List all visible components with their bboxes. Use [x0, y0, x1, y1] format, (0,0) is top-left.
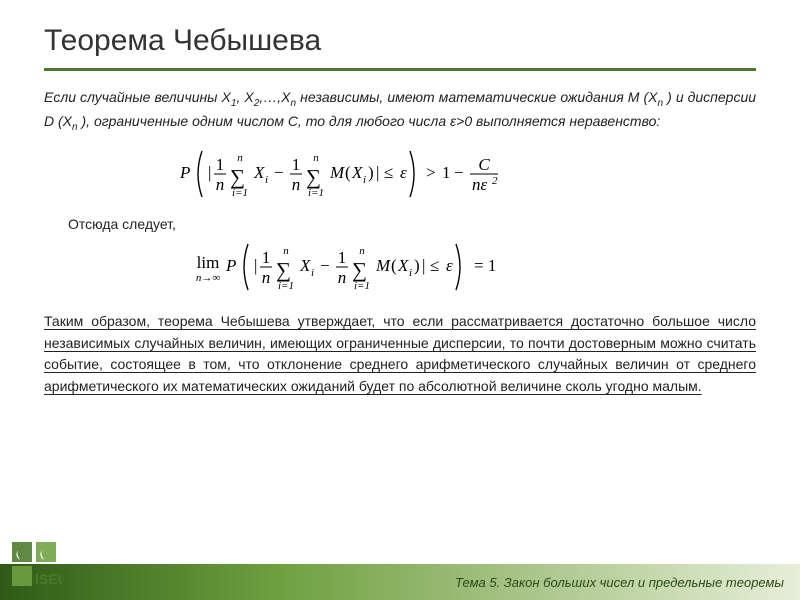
svg-text:∑: ∑ [230, 165, 245, 189]
svg-text:i: i [363, 174, 366, 186]
svg-text:X: X [299, 256, 311, 275]
svg-text:n: n [338, 268, 347, 287]
svg-text:|: | [422, 256, 425, 275]
intro-seg: ,…,X [259, 89, 290, 105]
svg-text:i: i [311, 267, 314, 279]
svg-text:(: ( [345, 163, 351, 182]
follows-text: Отсюда следует, [68, 216, 756, 232]
formula-svg-1: P|1nn∑i=1Xi−1nn∑i=1M(Xi)|≤ε>1−Cnε2 [176, 145, 624, 203]
svg-text:M: M [329, 163, 345, 182]
svg-text:ε: ε [446, 256, 453, 275]
logo-svg: ISEU [10, 540, 62, 592]
footer-bar: Тема 5. Закон больших чисел и предельные… [0, 564, 800, 600]
svg-text:): ) [368, 163, 374, 182]
formula-2: limn→∞P|1nn∑i=1Xi−1nn∑i=1M(Xi)|≤ε= 1 [44, 238, 756, 301]
slide-title: Теорема Чебышева [44, 24, 756, 58]
svg-text:1: 1 [216, 155, 225, 174]
footer-text: Тема 5. Закон больших чисел и предельные… [455, 575, 784, 590]
svg-text:>: > [426, 163, 436, 182]
svg-text:−: − [274, 163, 284, 182]
svg-text:ε: ε [400, 163, 407, 182]
svg-text:1: 1 [442, 163, 451, 182]
svg-text:−: − [454, 163, 464, 182]
conclusion-text: Таким образом, теорема Чебышева утвержда… [44, 311, 756, 398]
svg-text:i=1: i=1 [278, 280, 294, 292]
svg-text:X: X [351, 163, 363, 182]
logo-text: ISEU [35, 571, 62, 587]
svg-text:∑: ∑ [352, 258, 367, 282]
svg-text:): ) [414, 256, 420, 275]
svg-text:n: n [283, 245, 289, 257]
svg-text:n→∞: n→∞ [196, 272, 221, 284]
intro-seg: Если случайные величины X [44, 89, 231, 105]
footer-gradient: Тема 5. Закон больших чисел и предельные… [0, 564, 800, 600]
svg-text:n: n [313, 152, 319, 164]
svg-text:n: n [216, 175, 225, 194]
svg-text:|: | [376, 163, 379, 182]
svg-text:−: − [320, 256, 330, 275]
formula-svg-2: limn→∞P|1nn∑i=1Xi−1nn∑i=1M(Xi)|≤ε= 1 [190, 238, 610, 296]
svg-text:∑: ∑ [306, 165, 321, 189]
svg-text:(: ( [391, 256, 397, 275]
svg-text:∑: ∑ [276, 258, 291, 282]
svg-text:X: X [397, 256, 409, 275]
svg-text:X: X [253, 163, 265, 182]
svg-text:1: 1 [338, 248, 347, 267]
svg-text:1: 1 [262, 248, 271, 267]
intro-text: Если случайные величины X1, X2,…,Xn неза… [44, 87, 756, 135]
svg-text:P: P [179, 163, 190, 182]
intro-seg: , X [236, 89, 253, 105]
intro-seg: независимы, имеют математические ожидани… [296, 89, 657, 105]
svg-text:n: n [359, 245, 365, 257]
svg-text:≤: ≤ [384, 163, 393, 182]
svg-text:i=1: i=1 [232, 187, 248, 199]
svg-text:2: 2 [492, 175, 498, 187]
formula-1: P|1nn∑i=1Xi−1nn∑i=1M(Xi)|≤ε>1−Cnε2 [44, 145, 756, 208]
svg-text:lim: lim [197, 253, 220, 272]
svg-text:C: C [478, 155, 490, 174]
svg-text:M: M [375, 256, 391, 275]
svg-text:= 1: = 1 [474, 256, 496, 275]
svg-text:i: i [409, 267, 412, 279]
svg-text:n: n [292, 175, 301, 194]
svg-text:i=1: i=1 [354, 280, 370, 292]
svg-text:n: n [237, 152, 243, 164]
intro-seg: ), ограниченные одним числом C, то для л… [78, 113, 661, 129]
svg-text:i=1: i=1 [308, 187, 324, 199]
svg-text:|: | [208, 163, 211, 182]
svg-text:n: n [262, 268, 271, 287]
svg-text:nε: nε [472, 175, 488, 194]
svg-text:i: i [265, 174, 268, 186]
svg-text:≤: ≤ [430, 256, 439, 275]
svg-text:1: 1 [292, 155, 301, 174]
accent-divider [44, 68, 756, 71]
svg-text:|: | [254, 256, 257, 275]
svg-text:P: P [225, 256, 236, 275]
logo: ISEU [10, 540, 62, 592]
